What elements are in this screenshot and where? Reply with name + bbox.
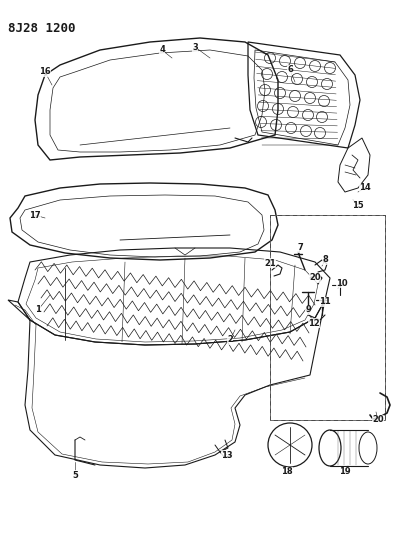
Text: 11: 11 <box>319 297 331 306</box>
Text: 5: 5 <box>72 471 78 480</box>
Text: 18: 18 <box>281 467 293 477</box>
Text: 3: 3 <box>192 43 198 52</box>
Text: 19: 19 <box>339 467 351 477</box>
Text: 8J28 1200: 8J28 1200 <box>8 22 75 35</box>
Text: 8: 8 <box>322 255 328 264</box>
Text: 4: 4 <box>159 45 165 54</box>
Text: 14: 14 <box>359 183 371 192</box>
Text: 10: 10 <box>336 279 348 287</box>
Text: 13: 13 <box>221 450 233 459</box>
Text: 7: 7 <box>297 244 303 253</box>
Text: 15: 15 <box>352 200 364 209</box>
Text: 17: 17 <box>29 211 41 220</box>
Text: 9: 9 <box>305 305 311 314</box>
Text: 1: 1 <box>35 305 41 314</box>
Text: 6: 6 <box>287 66 293 75</box>
Text: 20: 20 <box>372 416 384 424</box>
Text: 2: 2 <box>227 335 233 344</box>
Text: 21: 21 <box>264 259 276 268</box>
Text: 12: 12 <box>308 319 320 327</box>
Text: 16: 16 <box>39 68 51 77</box>
Text: 20: 20 <box>309 273 321 282</box>
